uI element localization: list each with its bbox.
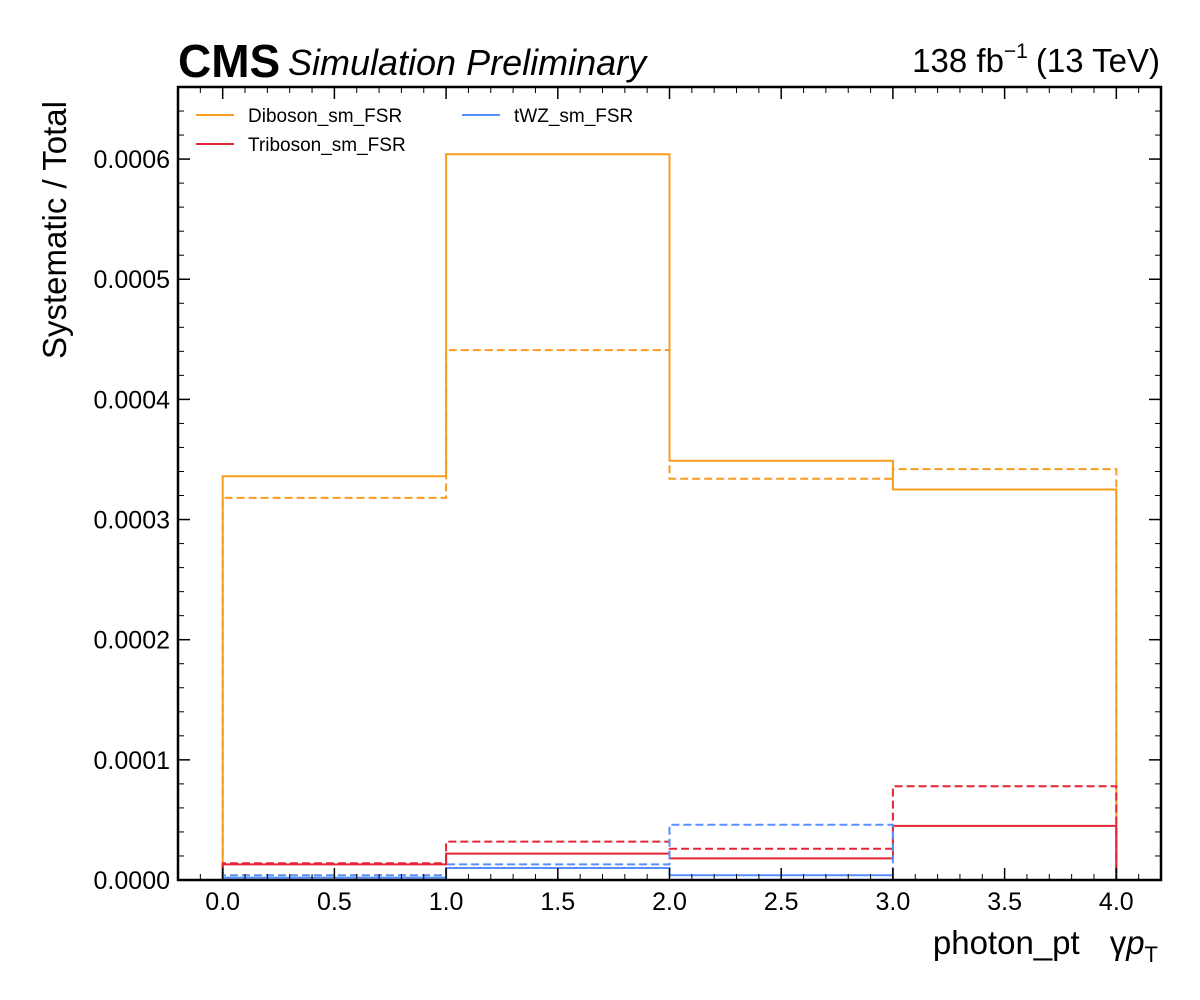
y-tick-label: 0.0005 xyxy=(94,266,170,294)
y-tick-label: 0.0006 xyxy=(94,146,170,174)
x-axis-label: photon_pt γpT xyxy=(933,924,1158,967)
lumi-value: 138 fb xyxy=(912,42,1004,79)
x-axis-label-p: p xyxy=(1125,924,1144,961)
series-twz-sm-fsr-down xyxy=(221,823,1117,881)
x-tick-label: 0.0 xyxy=(205,888,240,916)
y-tick-label: 0.0001 xyxy=(94,747,170,775)
x-tick-label: 2.5 xyxy=(764,888,799,916)
legend-label-diboson-sm-fsr: Diboson_sm_FSR xyxy=(248,106,402,127)
x-tick-label: 0.5 xyxy=(317,888,352,916)
lumi-label: 138 fb−1 (13 TeV) xyxy=(912,40,1160,79)
x-tick-label: 1.5 xyxy=(540,888,575,916)
x-tick-label: 2.0 xyxy=(652,888,687,916)
y-tick-label: 0.0003 xyxy=(94,507,170,535)
lumi-exponent: −1 xyxy=(1004,40,1028,63)
x-tick-label: 4.0 xyxy=(1099,888,1134,916)
series-diboson-sm-fsr-down xyxy=(221,349,1118,880)
series-layer xyxy=(221,153,1118,881)
plot-frame xyxy=(176,85,1163,882)
x-tick-label: 3.0 xyxy=(876,888,911,916)
x-axis-label-name: photon_pt xyxy=(933,924,1080,961)
cms-label: CMS xyxy=(178,35,280,87)
ticks-layer: 0.0 0.5 1.0 1.5 2.0 2.5 3.0 3.5 4.0 0.0000 0.0001 0… xyxy=(94,86,1161,916)
series-triboson-sm-fsr-down xyxy=(221,785,1118,880)
y-axis-label: Systematic / Total xyxy=(36,101,73,359)
x-tick-label: 1.0 xyxy=(429,888,464,916)
y-tick-label: 0.0002 xyxy=(94,627,170,655)
legend-label-twz-sm-fsr: tWZ_sm_FSR xyxy=(514,106,633,127)
legend: Diboson_sm_FSR Triboson_sm_FSR tWZ_sm_FSR xyxy=(196,106,633,156)
series-diboson-sm-fsr-up xyxy=(221,153,1118,880)
y-tick-label: 0.0004 xyxy=(94,386,171,414)
energy-label: (13 TeV) xyxy=(1036,42,1160,79)
x-tick-label: 3.5 xyxy=(987,888,1022,916)
status-label: Simulation Preliminary xyxy=(288,42,648,83)
legend-label-triboson-sm-fsr: Triboson_sm_FSR xyxy=(248,135,406,156)
x-axis-label-var: γ xyxy=(1110,924,1127,961)
y-tick-label: 0.0000 xyxy=(94,867,170,895)
x-axis-label-sub: T xyxy=(1145,942,1158,967)
